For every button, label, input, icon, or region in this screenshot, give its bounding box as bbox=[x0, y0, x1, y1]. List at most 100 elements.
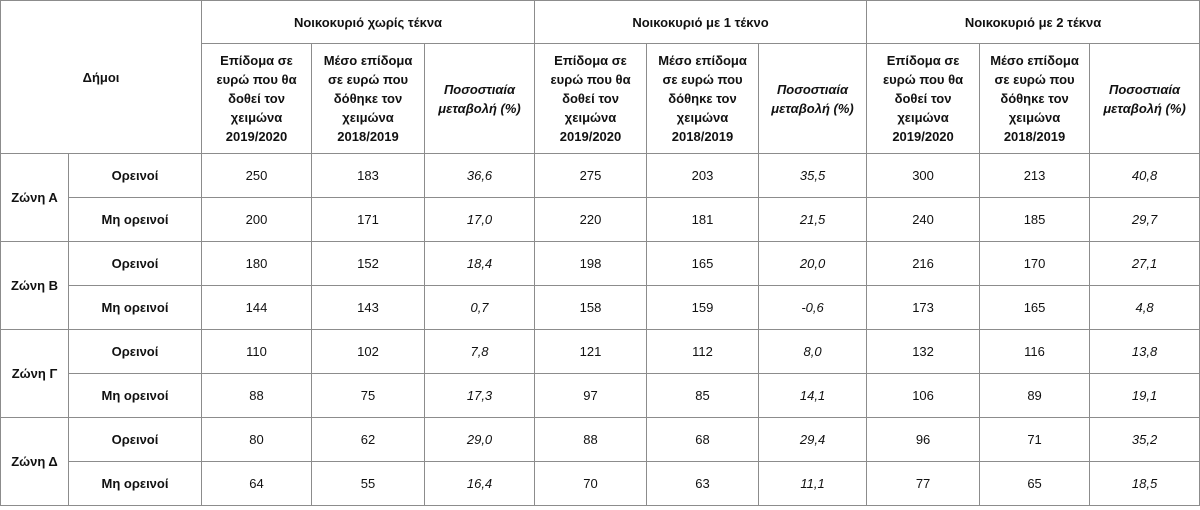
percent-change-header: Ποσοστιαία μεταβολή (%) bbox=[758, 43, 868, 154]
header-line: σε ευρώ που bbox=[327, 72, 409, 87]
percent-change-cell: 18,4 bbox=[424, 241, 536, 286]
amount-cell: 96 bbox=[866, 417, 981, 462]
percent-change-cell: 0,7 bbox=[424, 285, 536, 330]
municipalities-header: Δήμοι bbox=[0, 0, 203, 154]
percent-change-cell: 40,8 bbox=[1089, 153, 1200, 198]
header-line: Επίδομα σε bbox=[554, 53, 627, 68]
municipality-type-label: Ορεινοί bbox=[67, 153, 203, 198]
amount-cell: 71 bbox=[979, 417, 1091, 462]
header-line: μεταβολή (%) bbox=[1103, 100, 1186, 116]
header-line: χειμώνα bbox=[1008, 110, 1061, 125]
percent-change-cell: 29,0 bbox=[424, 417, 536, 462]
amount-cell: 116 bbox=[979, 329, 1091, 374]
amount-cell: 213 bbox=[979, 153, 1091, 198]
header-line: Ποσοστιαία bbox=[776, 81, 849, 97]
header-line: 2019/2020 bbox=[225, 129, 288, 144]
avg-allowance-2018-2019-header: Μέσο επίδομα σε ευρώ που δόθηκε τον χειμώνα… bbox=[979, 43, 1091, 154]
percent-change-cell: 21,5 bbox=[758, 197, 868, 242]
group-header-two-children: Νοικοκυριό με 2 τέκνα bbox=[866, 0, 1200, 44]
header-line: χειμώνα bbox=[676, 110, 729, 125]
percent-change-cell: 29,7 bbox=[1089, 197, 1200, 242]
amount-cell: 200 bbox=[201, 197, 313, 242]
percent-change-cell: -0,6 bbox=[758, 285, 868, 330]
percent-change-cell: 4,8 bbox=[1089, 285, 1200, 330]
municipality-type-label: Μη ορεινοί bbox=[67, 373, 203, 418]
amount-cell: 106 bbox=[866, 373, 981, 418]
amount-cell: 152 bbox=[311, 241, 426, 286]
amount-cell: 180 bbox=[201, 241, 313, 286]
amount-cell: 183 bbox=[311, 153, 426, 198]
amount-cell: 63 bbox=[646, 461, 760, 506]
amount-cell: 88 bbox=[534, 417, 648, 462]
municipality-type-label: Ορεινοί bbox=[67, 417, 203, 462]
header-line: Μέσο επίδομα bbox=[323, 53, 413, 68]
allowance-2019-2020-header: Επίδομα σε ευρώ που θα δοθεί τον χειμώνα 201… bbox=[201, 43, 313, 154]
zone-label: Ζώνη Α bbox=[0, 153, 69, 242]
table-row: Μη ορεινοί 88 75 17,3 97 85 14,1 106 89 19,1 bbox=[1, 373, 1200, 418]
percent-change-cell: 16,4 bbox=[424, 461, 536, 506]
zone-label: Ζώνη Δ bbox=[0, 417, 69, 506]
amount-cell: 250 bbox=[201, 153, 313, 198]
municipality-type-label: Μη ορεινοί bbox=[67, 285, 203, 330]
header-line: Επίδομα σε bbox=[220, 53, 293, 68]
table-row: Ζώνη Α Ορεινοί 250 183 36,6 275 203 35,5 300 213 4… bbox=[0, 153, 1200, 242]
percent-change-cell: 17,0 bbox=[424, 197, 536, 242]
amount-cell: 170 bbox=[979, 241, 1091, 286]
amount-cell: 203 bbox=[646, 153, 760, 198]
header-line: ευρώ που θα bbox=[216, 72, 297, 87]
amount-cell: 85 bbox=[646, 373, 760, 418]
amount-cell: 65 bbox=[979, 461, 1091, 506]
percent-change-cell: 20,0 bbox=[758, 241, 868, 286]
amount-cell: 112 bbox=[646, 329, 760, 374]
municipality-type-label: Ορεινοί bbox=[67, 329, 203, 374]
amount-cell: 62 bbox=[311, 417, 426, 462]
header-line: δοθεί τον bbox=[228, 91, 285, 106]
amount-cell: 144 bbox=[201, 285, 313, 330]
header-line: 2018/2019 bbox=[671, 129, 734, 144]
table-row: Μη ορεινοί 144 143 0,7 158 159 -0,6 173 165 4,8 bbox=[1, 285, 1200, 330]
avg-allowance-2018-2019-header: Μέσο επίδομα σε ευρώ που δόθηκε τον χειμώνα… bbox=[646, 43, 760, 154]
amount-cell: 165 bbox=[979, 285, 1091, 330]
amount-cell: 55 bbox=[311, 461, 426, 506]
header-line: δοθεί τον bbox=[562, 91, 619, 106]
header-line: Επίδομα σε bbox=[886, 53, 960, 68]
avg-allowance-2018-2019-header: Μέσο επίδομα σε ευρώ που δόθηκε τον χειμώνα… bbox=[311, 43, 426, 154]
percent-change-cell: 11,1 bbox=[758, 461, 868, 506]
header-line: δόθηκε τον bbox=[333, 91, 403, 106]
header-line: Ποσοστιαία bbox=[1108, 81, 1181, 97]
header-line: ευρώ που θα bbox=[882, 72, 964, 87]
zone-label: Ζώνη Γ bbox=[0, 329, 69, 418]
amount-cell: 173 bbox=[866, 285, 981, 330]
percent-change-cell: 7,8 bbox=[424, 329, 536, 374]
header-line: 2018/2019 bbox=[337, 129, 399, 144]
table-body: Ζώνη Α Ορεινοί 250 183 36,6 275 203 35,5 300 213 4… bbox=[0, 153, 1200, 506]
percent-change-header: Ποσοστιαία μεταβολή (%) bbox=[424, 43, 536, 154]
amount-cell: 300 bbox=[866, 153, 981, 198]
municipality-type-label: Μη ορεινοί bbox=[67, 197, 203, 242]
amount-cell: 198 bbox=[534, 241, 648, 286]
percent-change-cell: 14,1 bbox=[758, 373, 868, 418]
amount-cell: 88 bbox=[201, 373, 313, 418]
amount-cell: 216 bbox=[866, 241, 981, 286]
amount-cell: 68 bbox=[646, 417, 760, 462]
header-line: σε ευρώ που bbox=[994, 72, 1075, 87]
percent-change-cell: 35,2 bbox=[1089, 417, 1200, 462]
percent-change-cell: 18,5 bbox=[1089, 461, 1200, 506]
header-line: χειμώνα bbox=[564, 110, 617, 125]
amount-cell: 158 bbox=[534, 285, 648, 330]
amount-cell: 64 bbox=[201, 461, 313, 506]
amount-cell: 75 bbox=[311, 373, 426, 418]
header-line: χειμώνα bbox=[342, 110, 394, 125]
municipality-type-label: Ορεινοί bbox=[67, 241, 203, 286]
amount-cell: 89 bbox=[979, 373, 1091, 418]
header-line: χειμώνα bbox=[897, 110, 949, 125]
amount-cell: 220 bbox=[534, 197, 648, 242]
table-row: Μη ορεινοί 64 55 16,4 70 63 11,1 77 65 18,5 bbox=[1, 461, 1200, 506]
amount-cell: 275 bbox=[534, 153, 648, 198]
amount-cell: 121 bbox=[534, 329, 648, 374]
table-row: Μη ορεινοί 200 171 17,0 220 181 21,5 240 185 29,7 bbox=[1, 197, 1200, 242]
amount-cell: 143 bbox=[311, 285, 426, 330]
percent-change-cell: 8,0 bbox=[758, 329, 868, 374]
amount-cell: 132 bbox=[866, 329, 981, 374]
